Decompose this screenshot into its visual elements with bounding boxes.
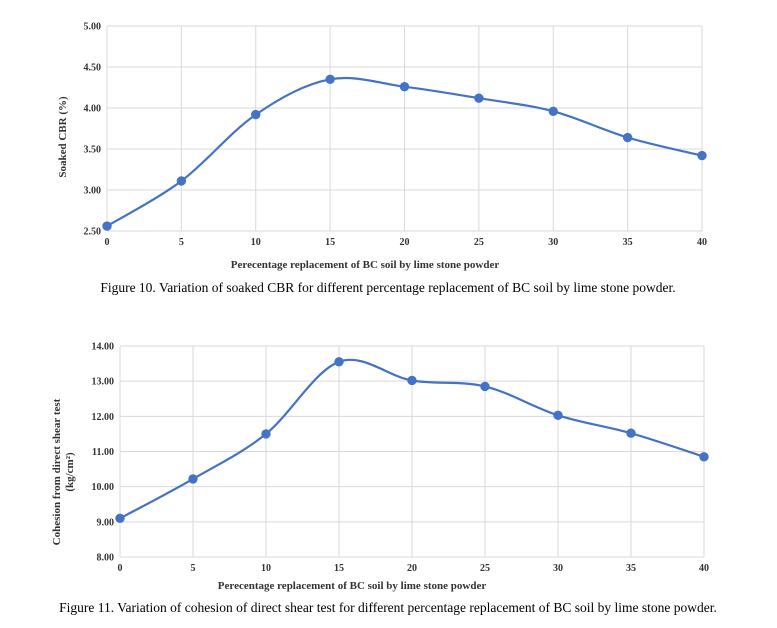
data-point: [622, 132, 633, 143]
y-tick-label: 4.50: [84, 63, 102, 74]
data-point: [474, 93, 484, 103]
y-tick-label: 3.50: [84, 145, 102, 156]
x-tick-label: 40: [697, 237, 707, 248]
y-axis-label-line2: (kg/cm²): [64, 452, 76, 492]
data-point: [626, 428, 636, 438]
data-point: [334, 357, 344, 367]
y-tick-label: 4.00: [84, 104, 102, 115]
y-tick-label: 13.00: [92, 377, 115, 388]
data-point: [699, 452, 709, 462]
chart-soaked-cbr: 2.50 3.00 3.50 4.00 4.50 5.00 0 5 10 15 20 25 30 35 4…: [57, 22, 707, 296]
x-tick-label: 10: [261, 563, 271, 574]
data-point: [251, 109, 261, 120]
x-tick-label: 5: [179, 237, 184, 248]
data-point: [325, 74, 335, 85]
x-tick-label: 35: [623, 237, 633, 248]
x-tick-label: 0: [118, 563, 123, 574]
data-point: [102, 221, 112, 231]
y-axis-label: Soaked CBR (%): [57, 96, 69, 178]
x-tick-label: 25: [480, 563, 490, 574]
y-tick-label: 14.00: [92, 342, 115, 353]
x-tick-label: 20: [400, 237, 410, 248]
x-tick-label: 40: [699, 563, 709, 574]
x-tick-label: 0: [105, 237, 110, 248]
y-tick-label: 9.00: [97, 517, 115, 528]
data-point: [261, 429, 271, 439]
y-tick-label: 11.00: [92, 447, 114, 458]
data-point: [115, 513, 125, 524]
x-tick-label: 30: [548, 237, 558, 248]
x-tick-label: 25: [474, 237, 484, 248]
series-line-cohesion: [119, 358, 705, 520]
x-tick-label: 35: [626, 563, 636, 574]
data-point: [548, 106, 558, 116]
y-tick-label: 5.00: [84, 22, 102, 33]
data-point: [480, 381, 490, 392]
figure-caption: Figure 10. Variation of soaked CBR for d…: [100, 280, 675, 295]
data-point: [399, 81, 410, 92]
data-point: [176, 176, 187, 186]
series-line-soaked-cbr: [106, 76, 703, 228]
x-tick-label: 15: [325, 237, 335, 248]
data-point: [553, 410, 563, 420]
y-tick-label: 8.00: [97, 553, 115, 564]
y-tick-label: 12.00: [92, 412, 115, 423]
data-point: [697, 150, 707, 161]
x-tick-label: 5: [191, 563, 196, 574]
y-axis-label-line1: Cohesion from direct shear test: [51, 398, 63, 545]
x-tick-label: 30: [553, 563, 563, 574]
y-tick-label: 2.50: [84, 227, 102, 238]
y-tick-label: 10.00: [92, 482, 115, 493]
figure-caption: Figure 11. Variation of cohesion of dire…: [59, 600, 717, 615]
data-point: [188, 474, 198, 484]
data-point: [407, 375, 417, 386]
x-tick-label: 20: [407, 563, 417, 574]
chart-cohesion: 8.00 9.00 10.00 11.00 12.00 13.00 14.00 0 5 10 15…: [51, 342, 717, 616]
x-axis-label: Perecentage replacement of BC soil by li…: [218, 580, 487, 592]
y-tick-label: 3.00: [84, 186, 102, 197]
x-axis-label: Perecentage replacement of BC soil by li…: [231, 259, 500, 271]
x-tick-label: 15: [334, 563, 344, 574]
x-tick-label: 10: [251, 237, 261, 248]
